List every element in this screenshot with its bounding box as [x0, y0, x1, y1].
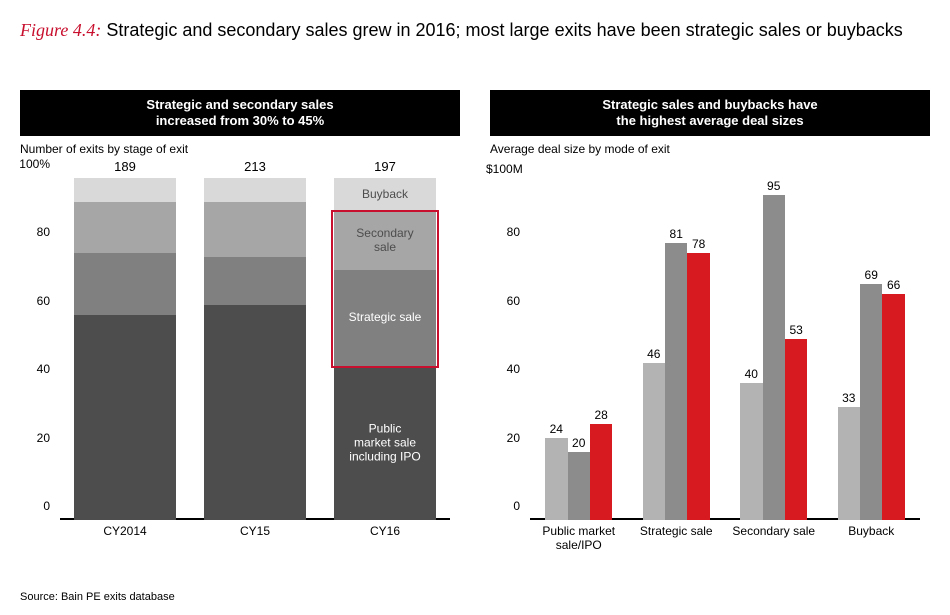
left-y-tick: 40 [37, 362, 50, 376]
bar-group: 242028 [530, 178, 628, 520]
bar: 53 [785, 339, 807, 520]
right-header-line1: Strategic sales and buybacks have [500, 97, 920, 113]
figure-title: Figure 4.4: Strategic and secondary sale… [20, 18, 930, 43]
left-y-tick: 20 [37, 431, 50, 445]
source-text: Source: Bain PE exits database [20, 591, 175, 603]
bar-value-label: 81 [670, 227, 683, 243]
left-plot: 189 213 197Publicmarket saleincluding IPOS… [60, 178, 450, 520]
segment-strategic: Strategic sale [334, 270, 435, 366]
segment-label: Buyback [334, 188, 435, 202]
left-panel: Strategic and secondary sales increased … [20, 90, 460, 570]
left-axis-title: Number of exits by stage of exit [20, 142, 460, 156]
bar: 78 [687, 253, 709, 520]
segment-label: Secondarysale [334, 227, 435, 255]
bar-value-label: 66 [887, 278, 900, 294]
stacked-bar-total: 197 [334, 159, 435, 178]
stacked-bar: 197Publicmarket saleincluding IPOStrateg… [334, 178, 435, 520]
bar-value-label: 20 [572, 436, 585, 452]
right-y-tick: 20 [507, 431, 520, 445]
right-x-label: Buyback [823, 524, 921, 560]
figure-subtitle: Strategic and secondary sales grew in 20… [101, 20, 902, 40]
left-y-tick: 100% [19, 157, 50, 171]
segment-public: Publicmarket saleincluding IPO [334, 366, 435, 520]
bar-value-label: 33 [842, 391, 855, 407]
bar-value-label: 24 [550, 422, 563, 438]
bar-value-label: 69 [865, 268, 878, 284]
right-header-line2: the highest average deal sizes [500, 113, 920, 129]
left-y-tick: 80 [37, 225, 50, 239]
right-panel: Strategic sales and buybacks have the hi… [490, 90, 930, 570]
right-y-tick: 0 [513, 499, 520, 513]
right-x-labels: Public marketsale/IPOStrategic saleSecon… [530, 524, 920, 560]
right-axis-title: Average deal size by mode of exit [490, 142, 930, 156]
right-y-tick: 40 [507, 362, 520, 376]
right-y-axis: $100M020406080 [490, 178, 526, 520]
bar: 69 [860, 284, 882, 520]
segment-public [74, 315, 175, 520]
left-x-label: CY15 [190, 524, 320, 560]
segment-buyback [204, 178, 305, 202]
bar-group: 409553 [725, 178, 823, 520]
left-x-label: CY16 [320, 524, 450, 560]
bar-value-label: 78 [692, 237, 705, 253]
left-header-line1: Strategic and secondary sales [30, 97, 450, 113]
bar-group: 336966 [823, 178, 921, 520]
bar: 95 [763, 195, 785, 520]
right-x-label: Secondary sale [725, 524, 823, 560]
segment-secondary [74, 202, 175, 253]
stacked-bar-total: 213 [204, 159, 305, 178]
left-x-labels: CY2014CY15CY16 [60, 524, 450, 560]
bar-value-label: 53 [789, 323, 802, 339]
segment-buyback: Buyback [334, 178, 435, 212]
bar: 28 [590, 424, 612, 520]
segment-strategic [204, 257, 305, 305]
panels: Strategic and secondary sales increased … [20, 90, 930, 570]
right-x-label: Public marketsale/IPO [530, 524, 628, 560]
segment-public [204, 305, 305, 520]
left-y-tick: 60 [37, 294, 50, 308]
bar: 20 [568, 452, 590, 520]
bar: 46 [643, 363, 665, 520]
segment-secondary: Secondarysale [334, 212, 435, 270]
stacked-bar: 213 [204, 178, 305, 520]
right-plot: 242028468178409553336966 [530, 178, 920, 520]
left-y-axis: 020406080100% [20, 178, 56, 520]
segment-strategic [74, 253, 175, 315]
bar-group: 468178 [628, 178, 726, 520]
right-y-tick: 80 [507, 225, 520, 239]
right-panel-header: Strategic sales and buybacks have the hi… [490, 90, 930, 136]
bar: 40 [740, 383, 762, 520]
left-header-line2: increased from 30% to 45% [30, 113, 450, 129]
bar: 33 [838, 407, 860, 520]
segment-secondary [204, 202, 305, 257]
bar: 81 [665, 243, 687, 520]
right-y-tick: 60 [507, 294, 520, 308]
left-y-tick: 0 [43, 499, 50, 513]
stacked-bar-total: 189 [74, 159, 175, 178]
bar-value-label: 46 [647, 347, 660, 363]
segment-label: Strategic sale [334, 311, 435, 325]
bar-value-label: 95 [767, 179, 780, 195]
segment-buyback [74, 178, 175, 202]
left-x-label: CY2014 [60, 524, 190, 560]
stacked-bar: 189 [74, 178, 175, 520]
figure-label: Figure 4.4: [20, 20, 101, 40]
right-x-label: Strategic sale [628, 524, 726, 560]
bar: 24 [545, 438, 567, 520]
bar-value-label: 40 [745, 367, 758, 383]
bar: 66 [882, 294, 904, 520]
right-y-unit: $100M [486, 162, 523, 176]
left-panel-header: Strategic and secondary sales increased … [20, 90, 460, 136]
segment-label: Publicmarket saleincluding IPO [334, 422, 435, 463]
bar-value-label: 28 [594, 408, 607, 424]
